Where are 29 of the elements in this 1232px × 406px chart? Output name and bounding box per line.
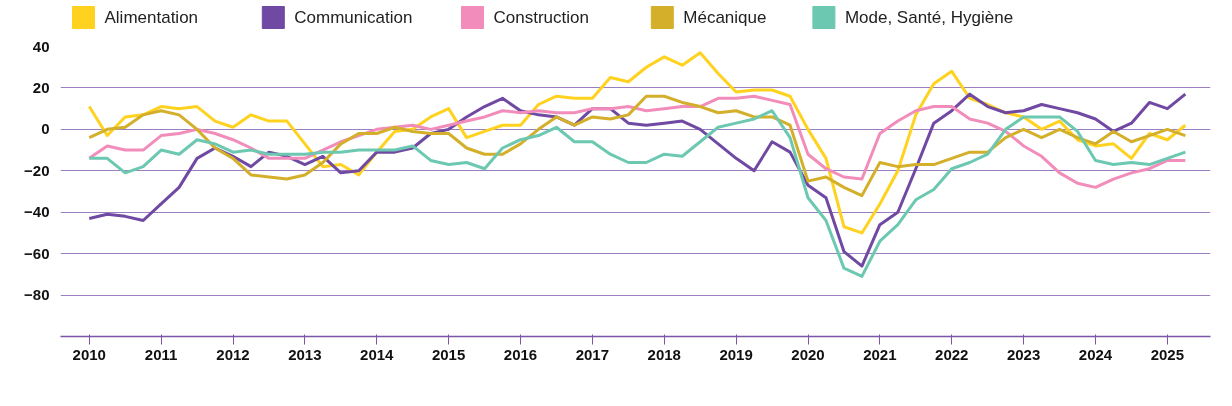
line-series	[87, 51, 1187, 235]
x-tick-label: 2014	[360, 345, 395, 363]
x-tick-label: 2022	[935, 345, 969, 363]
y-tick-label: −40	[24, 203, 50, 221]
x-tick-label: 2020	[791, 345, 825, 363]
x-tick-label: 2012	[216, 345, 250, 363]
legend-label: Alimentation	[104, 8, 199, 27]
x-tick-label: 2019	[719, 345, 753, 363]
y-tick-label: 20	[32, 78, 50, 96]
x-tick-label: 2025	[1150, 345, 1185, 363]
legend-label: Mécanique	[683, 8, 767, 27]
y-tick-label: 40	[32, 37, 50, 55]
x-tick-label: 2024	[1078, 345, 1113, 363]
legend-label: Communication	[294, 8, 413, 27]
x-tick-label: 2018	[647, 345, 681, 363]
x-tick-label: 2015	[431, 345, 466, 363]
x-tick-label: 2013	[288, 345, 322, 363]
y-tick-label: −60	[24, 244, 50, 262]
x-tick-label: 2010	[72, 345, 106, 363]
x-tick-label: 2016	[503, 345, 538, 363]
y-tick-label: −20	[24, 161, 50, 179]
y-tick-label: −80	[24, 286, 50, 304]
y-tick-label: 0	[41, 120, 50, 138]
x-tick-label: 2011	[144, 345, 178, 363]
x-tick-label: 2017	[575, 345, 610, 363]
legend-label: Mode, Santé, Hygiène	[844, 8, 1014, 27]
legend-label: Construction	[493, 8, 589, 27]
x-tick-label: 2023	[1006, 345, 1041, 363]
x-tick-label: 2021	[863, 345, 897, 363]
